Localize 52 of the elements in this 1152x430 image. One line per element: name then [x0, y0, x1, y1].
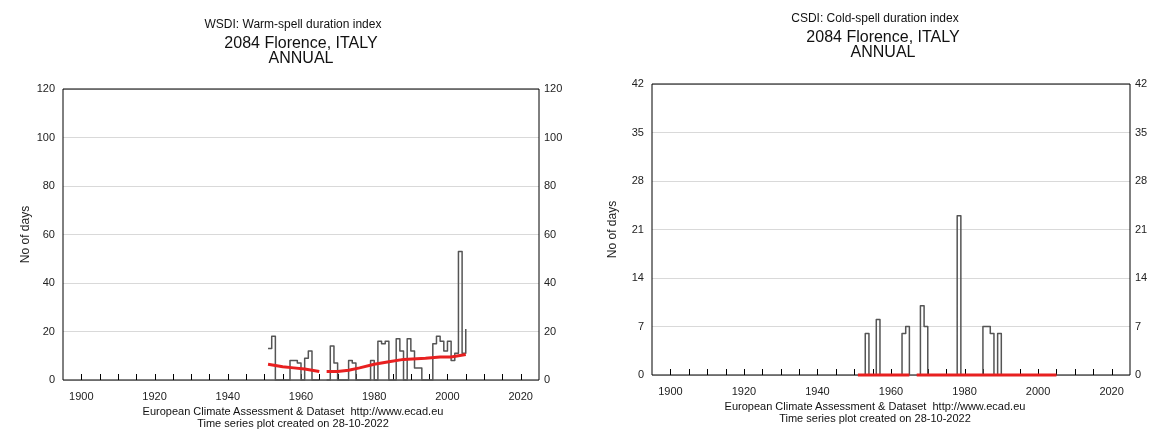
y-tick-label: 100	[36, 130, 55, 143]
y-tick-label: 0	[637, 368, 644, 381]
x-tick-label: 1980	[952, 384, 977, 397]
y2-tick-label: 60	[544, 227, 557, 240]
y-tick-label: 60	[42, 227, 55, 240]
y-axis-title: No of days	[17, 205, 32, 264]
y2-tick-label: 20	[544, 324, 557, 337]
y2-tick-label: 35	[1135, 125, 1148, 138]
y-tick-label: 14	[631, 271, 644, 284]
y2-tick-label: 21	[1135, 222, 1148, 235]
x-tick-label: 1940	[805, 384, 830, 397]
y2-tick-label: 100	[544, 130, 563, 143]
y2-tick-label: 7	[1135, 319, 1142, 332]
text: Time series plot created on 28-10-2022	[196, 417, 390, 429]
text: European Climate Assessment & Dataset http://www.ecad.eu	[723, 400, 1027, 412]
chart-title: CSDI: Cold-spell duration index	[790, 11, 960, 25]
y-tick-label: 40	[42, 276, 55, 289]
text: European Climate Assessment & Dataset http://www.ecad.eu	[141, 405, 445, 417]
y2-tick-label: 28	[1135, 174, 1148, 187]
chart-subtitle: 2084 Florence, ITALY ANNUAL	[805, 28, 961, 60]
y-tick-label: 0	[48, 373, 55, 386]
x-tick-label: 1960	[288, 389, 314, 402]
x-tick-label: 1980	[361, 389, 387, 402]
y-tick-label: 20	[42, 324, 55, 337]
y-tick-label: 28	[631, 174, 644, 187]
x-tick-label: 1920	[142, 389, 167, 402]
y2-tick-label: 40	[544, 276, 557, 289]
text: Time series plot created on 28-10-2022	[778, 412, 972, 424]
y-tick-label: 35	[631, 125, 644, 138]
y-axis-title: No of days	[604, 200, 619, 259]
x-tick-label: 2020	[508, 389, 533, 402]
x-tick-label: 1920	[731, 384, 757, 397]
y2-tick-label: 80	[544, 179, 557, 192]
x-tick-label: 1900	[658, 384, 683, 397]
y2-tick-label: 0	[544, 373, 551, 386]
y-tick-label: 42	[631, 77, 644, 90]
chart-title: WSDI: Warm-spell duration index	[203, 17, 383, 31]
y2-tick-label: 0	[1135, 368, 1142, 381]
x-tick-label: 2000	[435, 389, 460, 402]
x-tick-label: 2000	[1025, 384, 1051, 397]
x-tick-label: 1960	[878, 384, 904, 397]
y-tick-label: 21	[631, 222, 644, 235]
y-tick-label: 80	[42, 179, 55, 192]
x-tick-label: 2020	[1099, 384, 1124, 397]
y2-tick-label: 120	[544, 82, 563, 95]
y-tick-label: 120	[36, 82, 55, 95]
chart-subtitle: 2084 Florence, ITALY ANNUAL	[223, 34, 379, 66]
y2-tick-label: 42	[1135, 77, 1148, 90]
x-tick-label: 1940	[215, 389, 241, 402]
y-tick-label: 7	[637, 319, 644, 332]
x-tick-label: 1900	[69, 389, 94, 402]
y2-tick-label: 14	[1135, 271, 1148, 284]
